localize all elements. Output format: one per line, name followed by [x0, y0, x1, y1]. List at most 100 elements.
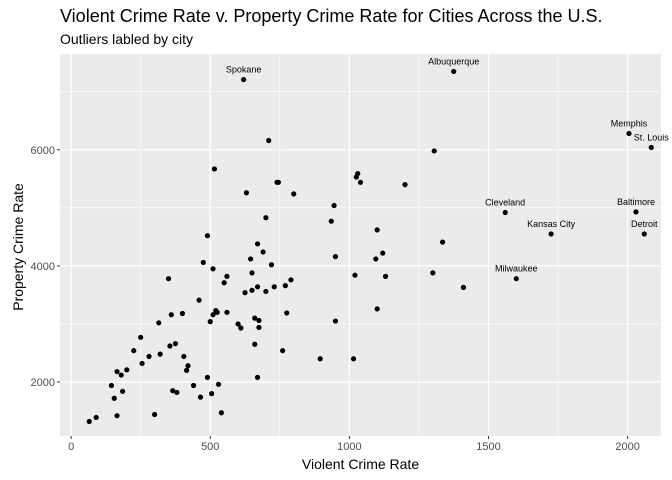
point-label: Cleveland: [485, 197, 525, 207]
data-point: [247, 256, 254, 262]
data-point: [218, 410, 224, 416]
data-point: [139, 360, 145, 367]
data-point: [291, 191, 297, 197]
y-tick-label: 4000: [31, 261, 55, 273]
data-point: [190, 382, 197, 389]
gridlines: [60, 54, 661, 436]
data-point: [114, 368, 120, 375]
data-point: [402, 182, 408, 188]
data-point: [211, 166, 218, 172]
data-point: [263, 215, 269, 221]
data-point: [224, 273, 230, 279]
data-point: [268, 262, 275, 268]
point-label: Milwaukee: [495, 264, 538, 274]
data-point: [641, 231, 647, 237]
x-tick-label: 1500: [476, 441, 500, 453]
data-point: [430, 270, 436, 276]
data-point: [210, 312, 216, 318]
data-point: [224, 309, 230, 315]
point-label: Baltimore: [617, 197, 655, 207]
data-point: [284, 310, 290, 316]
data-point: [271, 284, 277, 290]
data-point: [200, 259, 206, 266]
data-point: [181, 353, 187, 360]
data-point: [275, 179, 282, 185]
data-point: [93, 414, 99, 421]
data-point: [382, 273, 389, 279]
data-point: [626, 130, 632, 137]
data-point: [157, 351, 163, 357]
data-point: [374, 227, 380, 233]
data-point: [256, 324, 262, 331]
data-point: [460, 284, 467, 290]
data-point: [124, 367, 130, 373]
data-point: [260, 249, 266, 255]
point-label: Kansas City: [527, 219, 576, 229]
data-point: [238, 325, 244, 331]
data-point: [114, 413, 120, 419]
point-label: St. Louis: [634, 132, 670, 142]
data-point: [332, 318, 339, 324]
data-point: [328, 218, 334, 224]
axis-ticks: 0 500 1000 1500 2000 2000 4000 6000: [31, 145, 640, 453]
chart-title: Violent Crime Rate v. Property Crime Rat…: [60, 6, 603, 26]
data-point: [502, 209, 508, 216]
point-labels: Spokane Albuquerque Memphis St. Louis Clevel…: [226, 56, 669, 273]
x-axis-label: Violent Crime Rate: [301, 456, 420, 472]
chart-subtitle: Outliers labled by city: [60, 31, 194, 47]
data-point: [118, 372, 124, 378]
data-point: [156, 320, 162, 326]
data-point: [252, 341, 258, 347]
point-label: Memphis: [611, 119, 648, 129]
data-point: [221, 280, 227, 286]
x-tick-label: 0: [68, 441, 74, 453]
x-tick-label: 500: [201, 441, 219, 453]
point-label: Albuquerque: [428, 56, 479, 66]
data-point: [241, 76, 247, 83]
data-point: [179, 310, 186, 317]
point-label: Spokane: [226, 65, 262, 75]
data-point: [355, 170, 361, 177]
data-point: [513, 276, 519, 282]
data-point: [167, 343, 173, 349]
data-point: [254, 284, 261, 290]
data-point: [146, 353, 152, 360]
data-point: [210, 266, 216, 272]
data-point: [254, 241, 261, 247]
data-point: [352, 272, 358, 278]
data-point: [288, 277, 294, 283]
data-point: [183, 367, 190, 373]
data-point: [279, 348, 286, 354]
data-point: [249, 270, 255, 276]
plot-panel: [60, 54, 661, 436]
data-point: [209, 391, 215, 397]
data-point: [172, 341, 179, 347]
data-point: [86, 418, 92, 425]
x-tick-label: 1000: [337, 441, 361, 453]
data-point: [168, 312, 174, 318]
data-point: [170, 388, 176, 394]
data-point: [256, 317, 262, 324]
data-point: [431, 148, 437, 154]
data-point: [242, 290, 248, 296]
data-point: [380, 250, 386, 256]
data-point: [266, 137, 272, 144]
data-point: [185, 363, 191, 369]
data-point: [108, 382, 115, 389]
data-point: [204, 233, 211, 239]
data-point: [263, 288, 269, 295]
data-point: [648, 144, 654, 151]
y-tick-label: 2000: [31, 377, 55, 389]
data-point: [174, 389, 180, 396]
data-point: [152, 411, 158, 418]
point-label: Detroit: [631, 219, 658, 229]
data-points: [86, 68, 654, 425]
data-point: [282, 283, 288, 289]
data-point: [196, 297, 202, 303]
data-point: [207, 319, 213, 325]
data-point: [165, 276, 172, 282]
data-point: [215, 381, 222, 387]
data-point: [317, 356, 323, 362]
data-point: [331, 202, 337, 209]
